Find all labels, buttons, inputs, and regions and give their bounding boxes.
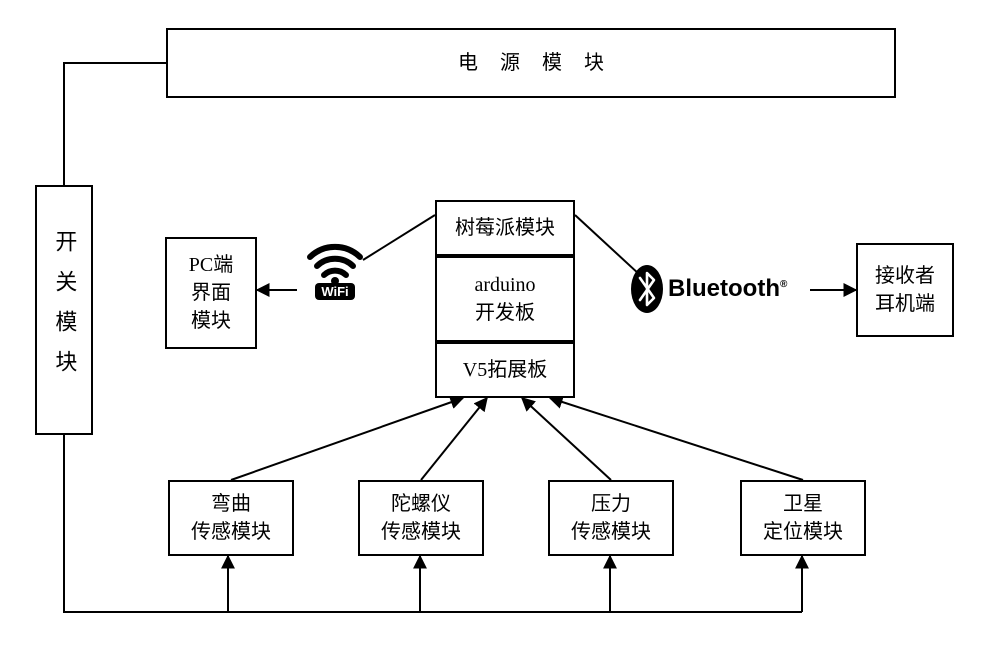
- edge-gyro-v5: [421, 398, 487, 480]
- label-arduino: arduino 开发板: [474, 271, 535, 327]
- bluetooth-icon: Bluetooth®: [630, 264, 787, 314]
- node-bend: 弯曲 传感模块: [168, 480, 294, 556]
- label-pressure: 压力 传感模块: [571, 490, 651, 546]
- edge-rpi-wifi: [363, 215, 435, 260]
- label-v5: V5拓展板: [463, 356, 547, 384]
- edge-pressure-v5: [522, 398, 611, 480]
- node-receiver: 接收者 耳机端: [856, 243, 954, 337]
- label-power: 电源模块: [436, 49, 626, 77]
- wifi-icon: WiFi: [300, 237, 370, 300]
- edge-gps-v5: [550, 398, 803, 480]
- node-v5: V5拓展板: [435, 342, 575, 398]
- node-power: 电源模块: [166, 28, 896, 98]
- label-receiver: 接收者 耳机端: [875, 262, 935, 318]
- label-gyro: 陀螺仪 传感模块: [381, 490, 461, 546]
- label-raspberry: 树莓派模块: [455, 214, 555, 242]
- label-bend: 弯曲 传感模块: [191, 490, 271, 546]
- wifi-label: WiFi: [315, 283, 354, 300]
- label-gps: 卫星 定位模块: [763, 490, 843, 546]
- bluetooth-label: Bluetooth®: [668, 275, 787, 303]
- node-raspberry: 树莓派模块: [435, 200, 575, 256]
- node-arduino: arduino 开发板: [435, 256, 575, 342]
- node-switch: 开关模块: [35, 185, 93, 435]
- edge-power-switch: [64, 63, 166, 185]
- node-pressure: 压力 传感模块: [548, 480, 674, 556]
- node-gyro: 陀螺仪 传感模块: [358, 480, 484, 556]
- node-gps: 卫星 定位模块: [740, 480, 866, 556]
- node-pc: PC端 界面 模块: [165, 237, 257, 349]
- edge-bend-v5: [231, 398, 463, 480]
- label-switch: 开关模块: [49, 230, 80, 390]
- label-pc: PC端 界面 模块: [189, 251, 233, 335]
